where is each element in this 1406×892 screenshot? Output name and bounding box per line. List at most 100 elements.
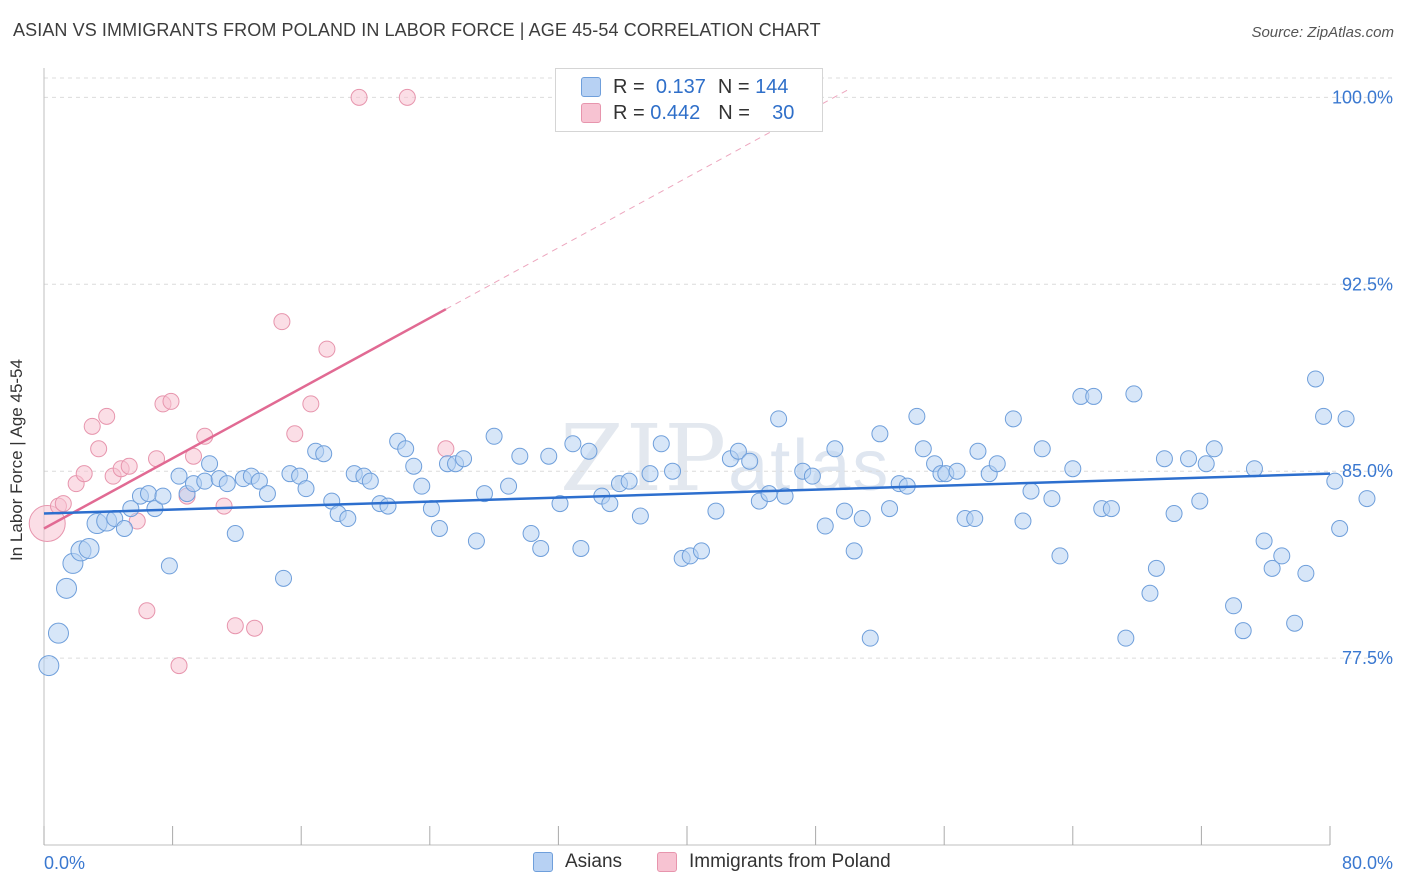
asian-point — [1273, 547, 1291, 565]
asian-point — [1286, 614, 1304, 632]
asian-point — [339, 510, 357, 528]
legend-n-label: N = — [717, 75, 750, 98]
asian-point — [467, 532, 485, 550]
asian-point — [845, 542, 863, 560]
asian-point — [760, 485, 778, 503]
asian-point — [139, 485, 157, 503]
bottom-legend-asians-label: Asians — [565, 851, 623, 872]
asian-point — [988, 455, 1006, 473]
asian-point — [776, 487, 794, 505]
asian-point — [146, 500, 164, 518]
asian-point — [641, 465, 659, 483]
poland-point — [162, 392, 180, 410]
asian-point — [948, 462, 966, 480]
poland-point — [398, 88, 416, 106]
x-tick-label: 80.0% — [1342, 853, 1393, 873]
asian-point — [1326, 472, 1344, 490]
asian-point — [413, 477, 431, 495]
asian-point — [1022, 482, 1040, 500]
asian-point — [160, 557, 178, 575]
source-note: Source: ZipAtlas.com — [1251, 24, 1394, 41]
asian-point — [56, 577, 78, 599]
asian-point — [1085, 387, 1103, 405]
asian-point — [1245, 460, 1263, 478]
asian-point — [47, 622, 69, 644]
chart-title: ASIAN VS IMMIGRANTS FROM POLAND IN LABOR… — [13, 20, 821, 40]
asian-point — [430, 520, 448, 538]
asian-point — [707, 502, 725, 520]
asian-point — [1051, 547, 1069, 565]
bottom-legend-poland-label: Immigrants from Poland — [689, 851, 891, 872]
asian-point — [1155, 450, 1173, 468]
y-tick-label: 92.5% — [1342, 274, 1393, 294]
asian-point — [422, 500, 440, 518]
asian-trend-line — [43, 472, 1331, 515]
asian-point — [871, 425, 889, 443]
asian-point — [115, 520, 133, 538]
asian-point — [1125, 385, 1143, 403]
asian-point — [1225, 597, 1243, 615]
legend-swatch-asians — [581, 77, 601, 97]
asian-point — [1043, 490, 1061, 508]
asian-point — [201, 455, 219, 473]
legend-r-value: 0.442 — [650, 101, 701, 124]
asian-point — [572, 539, 590, 557]
asian-point — [1141, 584, 1159, 602]
legend-r-label: R = — [613, 75, 645, 98]
asian-point — [511, 447, 529, 465]
asian-point — [664, 462, 682, 480]
poland-point — [302, 395, 320, 413]
asian-point — [475, 485, 493, 503]
legend-row-asians: R = 0.137 N = 144 — [581, 75, 788, 99]
poland-point — [98, 407, 116, 425]
asian-point — [1358, 490, 1376, 508]
asian-point — [275, 569, 293, 587]
poland-point — [350, 88, 368, 106]
asian-point — [1117, 629, 1135, 647]
asian-point — [1331, 520, 1349, 538]
y-tick-label: 85.0% — [1342, 461, 1393, 481]
asian-point — [405, 457, 423, 475]
asian-point — [816, 517, 834, 535]
poland-point — [286, 425, 304, 443]
asian-point — [692, 542, 710, 560]
poland-point — [273, 313, 291, 331]
asian-point — [154, 487, 172, 505]
asian-point — [551, 495, 569, 513]
asian-point — [1234, 622, 1252, 640]
legend-n-value: 30 — [772, 101, 795, 124]
asian-point — [1297, 564, 1315, 582]
poland-point — [318, 340, 336, 358]
asian-point — [620, 472, 638, 490]
asian-point — [914, 440, 932, 458]
asian-point — [580, 442, 598, 460]
asian-point — [1263, 559, 1281, 577]
asian-point — [729, 442, 747, 460]
poland-point — [437, 440, 455, 458]
legend-row-poland: R = 0.442 N = 30 — [581, 101, 794, 125]
asian-point — [1180, 450, 1198, 468]
poland-point — [246, 619, 264, 637]
asian-point — [485, 427, 503, 445]
legend-r-value: 0.137 — [655, 75, 706, 98]
poland-point — [170, 657, 188, 675]
asian-point — [196, 472, 214, 490]
asian-point — [397, 440, 415, 458]
legend-r-label: R = — [613, 101, 645, 124]
bottom-legend-poland: Immigrants from Poland — [657, 851, 891, 873]
asian-point — [1165, 505, 1183, 523]
asian-point — [1197, 455, 1215, 473]
asian-point — [1205, 440, 1223, 458]
bottom-swatch-asians — [533, 852, 553, 872]
legend-n-label: N = — [718, 101, 750, 124]
x-tick-label: 0.0% — [44, 853, 85, 873]
asian-point — [741, 452, 759, 470]
asian-point — [226, 524, 244, 542]
y-tick-label: 100.0% — [1332, 87, 1393, 107]
asian-point — [564, 435, 582, 453]
asian-point — [1255, 532, 1273, 550]
y-axis-label: In Labor Force | Age 45-54 — [7, 359, 26, 561]
poland-point — [226, 617, 244, 635]
asian-point — [532, 539, 550, 557]
